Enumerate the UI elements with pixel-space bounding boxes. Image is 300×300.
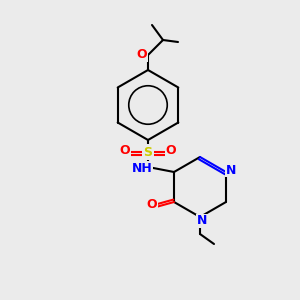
Text: O: O — [147, 199, 157, 212]
Text: N: N — [197, 214, 207, 227]
Text: NH: NH — [132, 161, 152, 175]
Text: O: O — [120, 143, 130, 157]
Text: S: S — [143, 146, 152, 158]
Text: O: O — [166, 143, 176, 157]
Text: N: N — [226, 164, 236, 176]
Text: O: O — [137, 49, 147, 62]
